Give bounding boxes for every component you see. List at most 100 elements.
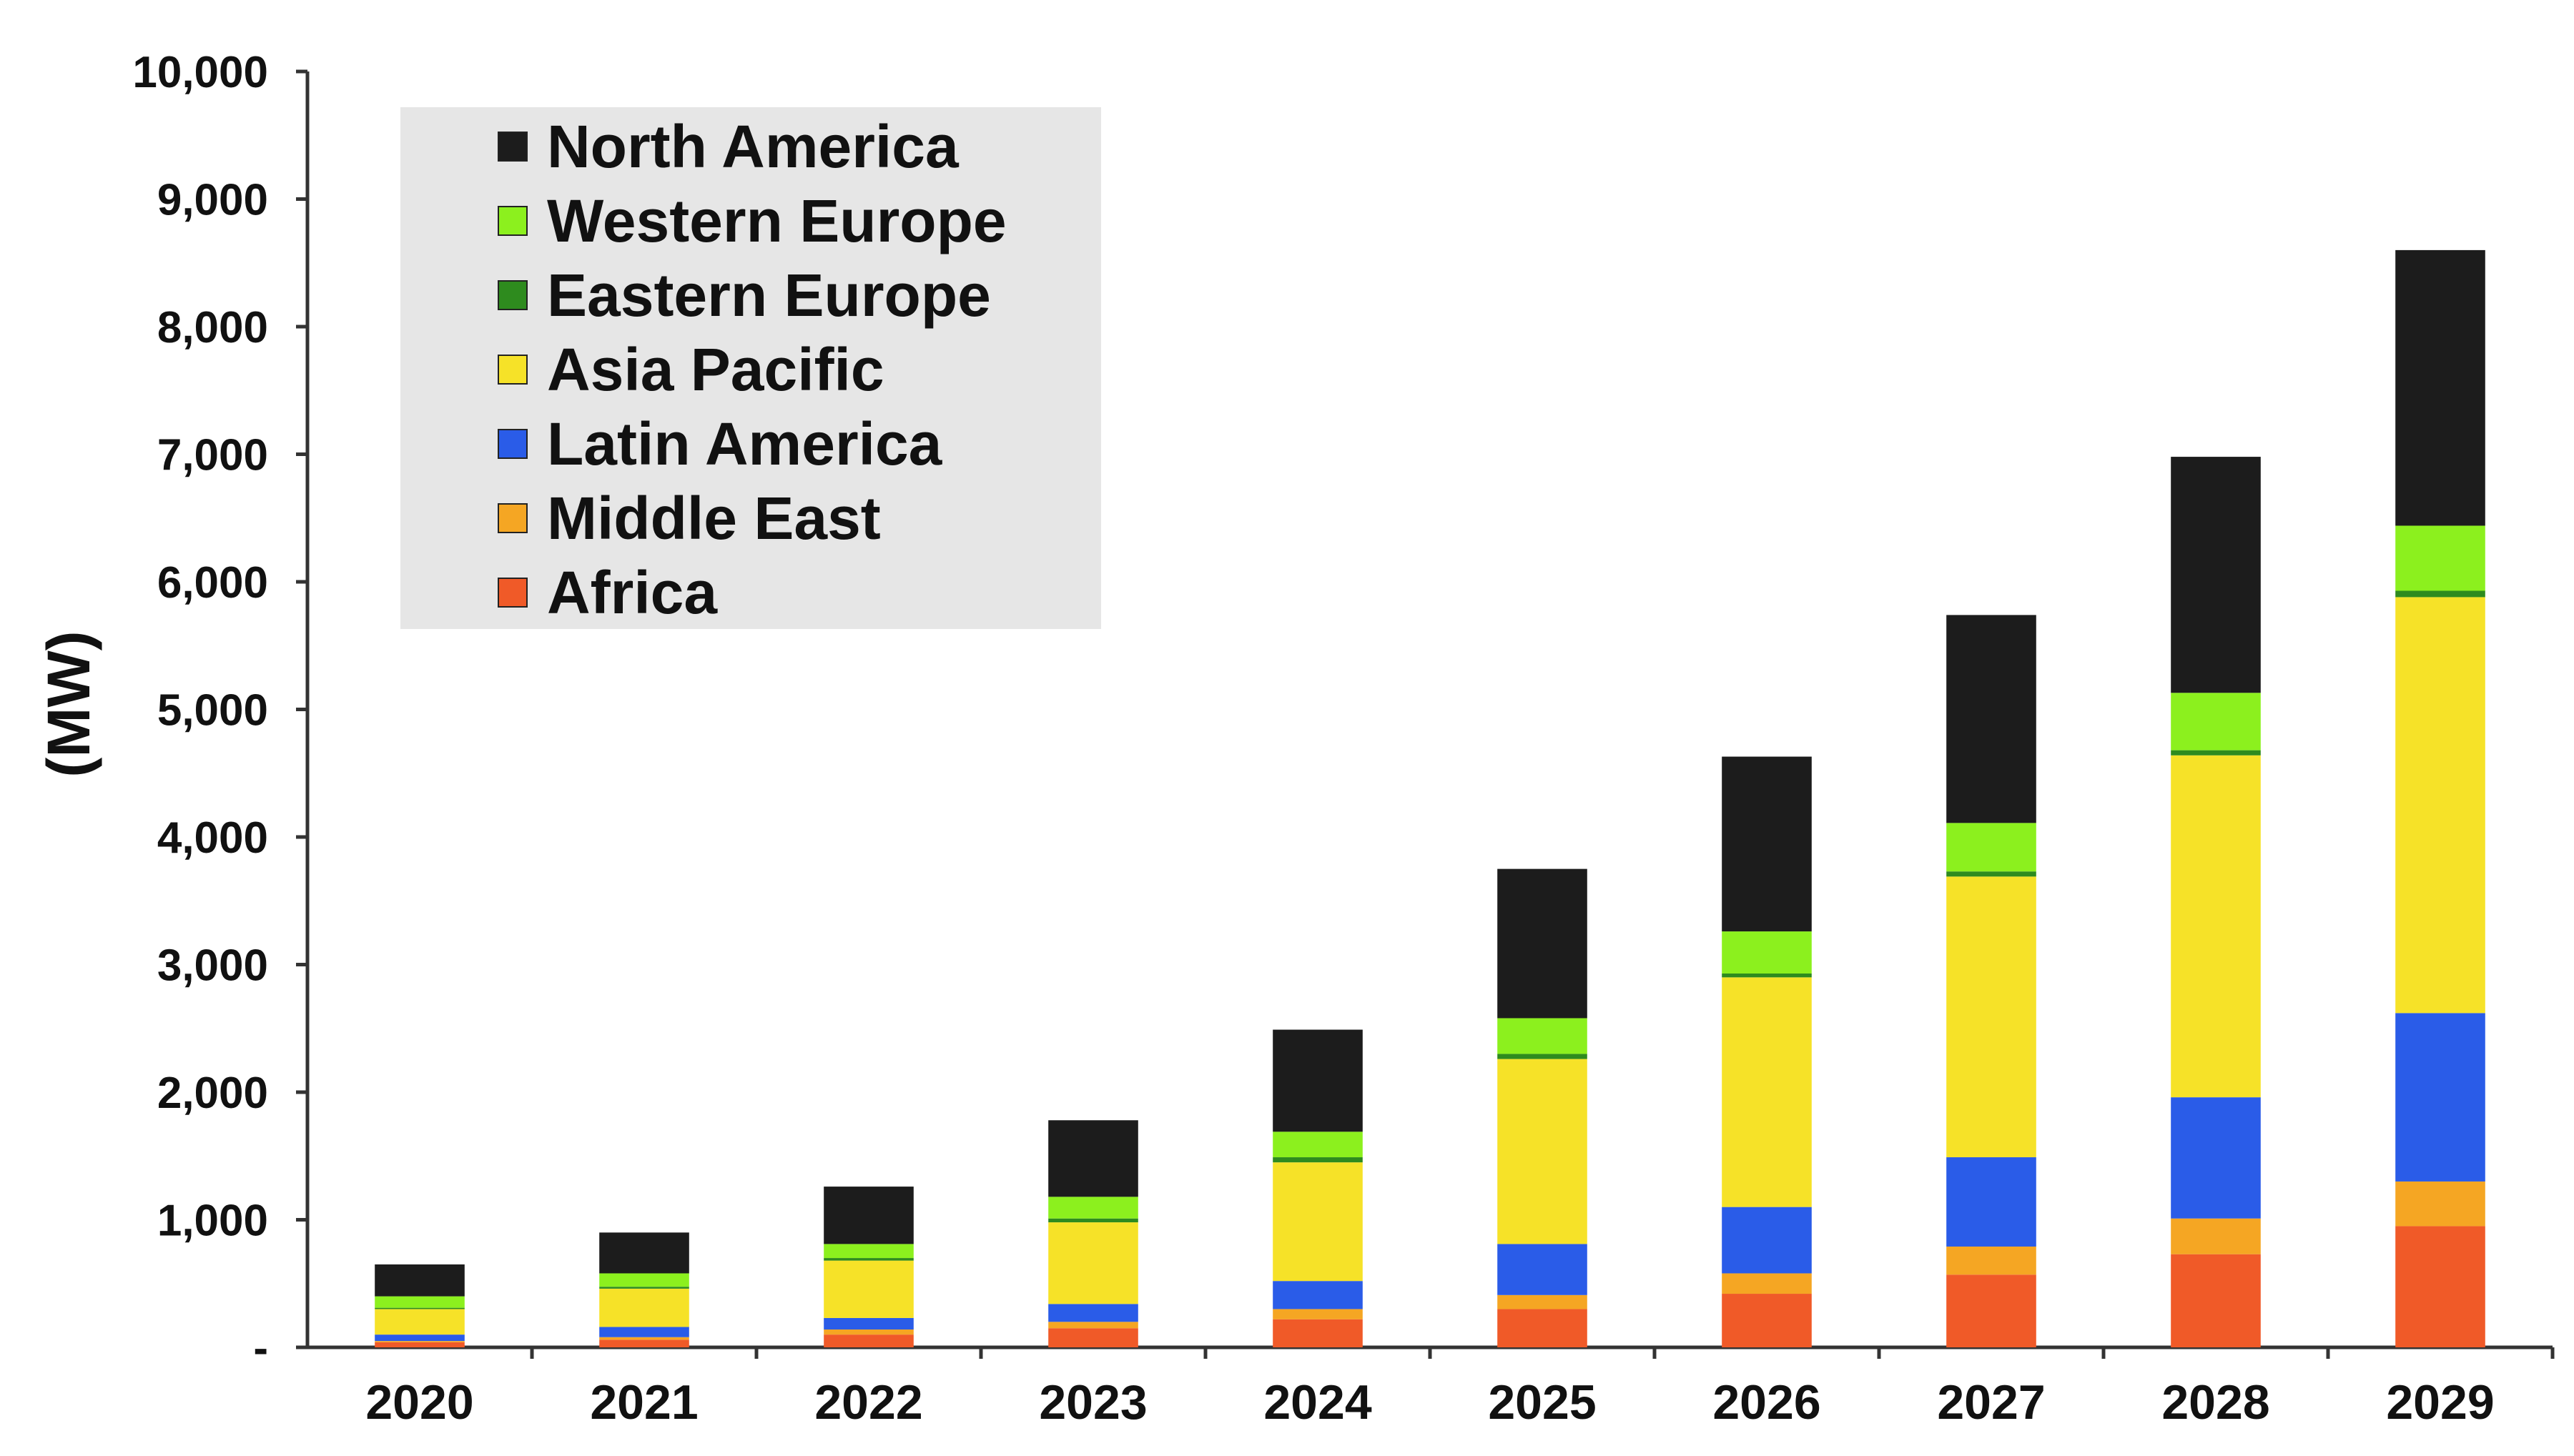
- legend-item-latin-america: Latin America: [498, 410, 943, 477]
- x-tick-label: 2027: [1937, 1375, 2045, 1430]
- legend-label: Western Europe: [547, 187, 1007, 254]
- bar-segment-north-america: [2395, 249, 2485, 526]
- bar-segment-latin-america: [1722, 1207, 1812, 1274]
- legend-swatch: [498, 429, 528, 459]
- legend-swatch: [498, 578, 528, 608]
- legend-item-africa: Africa: [498, 559, 718, 626]
- x-tick-label: 2028: [2161, 1375, 2269, 1430]
- y-tick-label: 5,000: [157, 686, 268, 736]
- y-tick-label: 8,000: [157, 303, 268, 352]
- bar-segment-eastern-europe: [1273, 1157, 1363, 1163]
- legend-item-middle-east: Middle East: [498, 485, 881, 552]
- y-tick-label: -: [253, 1324, 268, 1373]
- bar-segment-western-europe: [375, 1296, 465, 1308]
- bar-segment-asia-pacific: [1946, 876, 2036, 1158]
- bar-segment-latin-america: [1946, 1157, 2036, 1247]
- bar-segment-africa: [1273, 1319, 1363, 1347]
- bar-stack-2026: [1722, 756, 1812, 1347]
- bar-stack-2020: [375, 1264, 465, 1347]
- bar-segment-eastern-europe: [1946, 871, 2036, 877]
- x-axis-ticks: 2020 2021 2022 2023 2024 2025 2026 2027 2028 2029: [365, 1347, 2555, 1430]
- legend-swatch: [498, 132, 528, 162]
- bars: [375, 249, 2485, 1347]
- legend-label: Africa: [547, 559, 718, 626]
- bar-segment-latin-america: [1497, 1244, 1587, 1295]
- bar-segment-asia-pacific: [1722, 977, 1812, 1207]
- bar-segment-middle-east: [375, 1341, 465, 1342]
- legend-swatch: [498, 280, 528, 310]
- y-tick-label: 10,000: [132, 48, 268, 97]
- x-tick-label: 2022: [814, 1375, 922, 1430]
- bar-stack-2024: [1273, 1029, 1363, 1347]
- legend-label: Latin America: [547, 410, 943, 477]
- bar-segment-latin-america: [599, 1327, 689, 1337]
- legend-item-north-america: North America: [498, 113, 960, 180]
- y-tick-label: 1,000: [157, 1197, 268, 1246]
- bar-segment-latin-america: [2171, 1097, 2261, 1219]
- bar-segment-western-europe: [599, 1273, 689, 1287]
- bar-segment-asia-pacific: [1048, 1222, 1138, 1304]
- bar-segment-eastern-europe: [375, 1307, 465, 1309]
- bar-segment-asia-pacific: [1497, 1059, 1587, 1244]
- bar-segment-middle-east: [2395, 1181, 2485, 1227]
- bar-segment-western-europe: [1946, 823, 2036, 872]
- bar-segment-western-europe: [1048, 1197, 1138, 1219]
- bar-stack-2027: [1946, 615, 2036, 1347]
- bar-segment-middle-east: [824, 1329, 914, 1335]
- legend-label: Asia Pacific: [547, 336, 884, 403]
- bar-segment-north-america: [375, 1264, 465, 1297]
- bar-segment-north-america: [1497, 868, 1587, 1019]
- y-tick-label: 9,000: [157, 176, 268, 225]
- legend-swatch: [498, 503, 528, 533]
- bar-segment-asia-pacific: [2395, 597, 2485, 1014]
- legend-item-eastern-europe: Eastern Europe: [498, 262, 991, 329]
- bar-segment-latin-america: [1048, 1304, 1138, 1322]
- y-tick-label: 4,000: [157, 813, 268, 863]
- y-tick-label: 2,000: [157, 1069, 268, 1118]
- bar-stack-2022: [824, 1187, 914, 1347]
- y-tick-label: 6,000: [157, 558, 268, 608]
- bar-segment-africa: [824, 1334, 914, 1347]
- legend: North America Western Europe Eastern Europ…: [400, 107, 1101, 629]
- legend-swatch: [498, 355, 528, 385]
- legend-item-asia-pacific: Asia Pacific: [498, 336, 884, 403]
- bar-segment-western-europe: [824, 1244, 914, 1259]
- bar-segment-latin-america: [1273, 1281, 1363, 1309]
- y-axis-title: (MW): [35, 630, 102, 777]
- bar-segment-africa: [1722, 1294, 1812, 1347]
- bar-segment-eastern-europe: [1048, 1218, 1138, 1223]
- bar-stack-2025: [1497, 868, 1587, 1347]
- x-tick-label: 2029: [2386, 1375, 2494, 1430]
- bar-segment-asia-pacific: [1273, 1162, 1363, 1282]
- bar-segment-eastern-europe: [599, 1287, 689, 1289]
- y-axis-title-group: (MW): [35, 630, 102, 777]
- bar-segment-north-america: [1273, 1029, 1363, 1132]
- bar-segment-middle-east: [1946, 1246, 2036, 1275]
- x-tick-label: 2024: [1263, 1375, 1371, 1430]
- bar-segment-africa: [2395, 1226, 2485, 1347]
- bar-segment-western-europe: [2395, 525, 2485, 591]
- bar-segment-eastern-europe: [1497, 1054, 1587, 1059]
- bar-segment-eastern-europe: [824, 1258, 914, 1261]
- bar-segment-western-europe: [1273, 1131, 1363, 1158]
- bar-segment-africa: [599, 1339, 689, 1347]
- bar-segment-western-europe: [2171, 693, 2261, 751]
- bar-segment-africa: [375, 1342, 465, 1347]
- bar-segment-middle-east: [599, 1337, 689, 1340]
- bar-segment-eastern-europe: [1722, 973, 1812, 978]
- bar-stack-2023: [1048, 1120, 1138, 1347]
- bar-segment-latin-america: [2395, 1013, 2485, 1182]
- bar-segment-middle-east: [2171, 1218, 2261, 1254]
- y-axis-ticks: - 1,000 2,000 3,000 4,000 5,000 6,000 7,000 8,00…: [132, 48, 307, 1373]
- x-tick-label: 2025: [1488, 1375, 1596, 1430]
- legend-item-western-europe: Western Europe: [498, 187, 1007, 254]
- bar-segment-africa: [1946, 1274, 2036, 1347]
- bar-segment-latin-america: [375, 1334, 465, 1342]
- bar-stack-2028: [2171, 457, 2261, 1347]
- bar-segment-middle-east: [1722, 1273, 1812, 1294]
- bar-segment-eastern-europe: [2395, 590, 2485, 598]
- x-tick-label: 2020: [365, 1375, 473, 1430]
- bar-segment-asia-pacific: [599, 1288, 689, 1327]
